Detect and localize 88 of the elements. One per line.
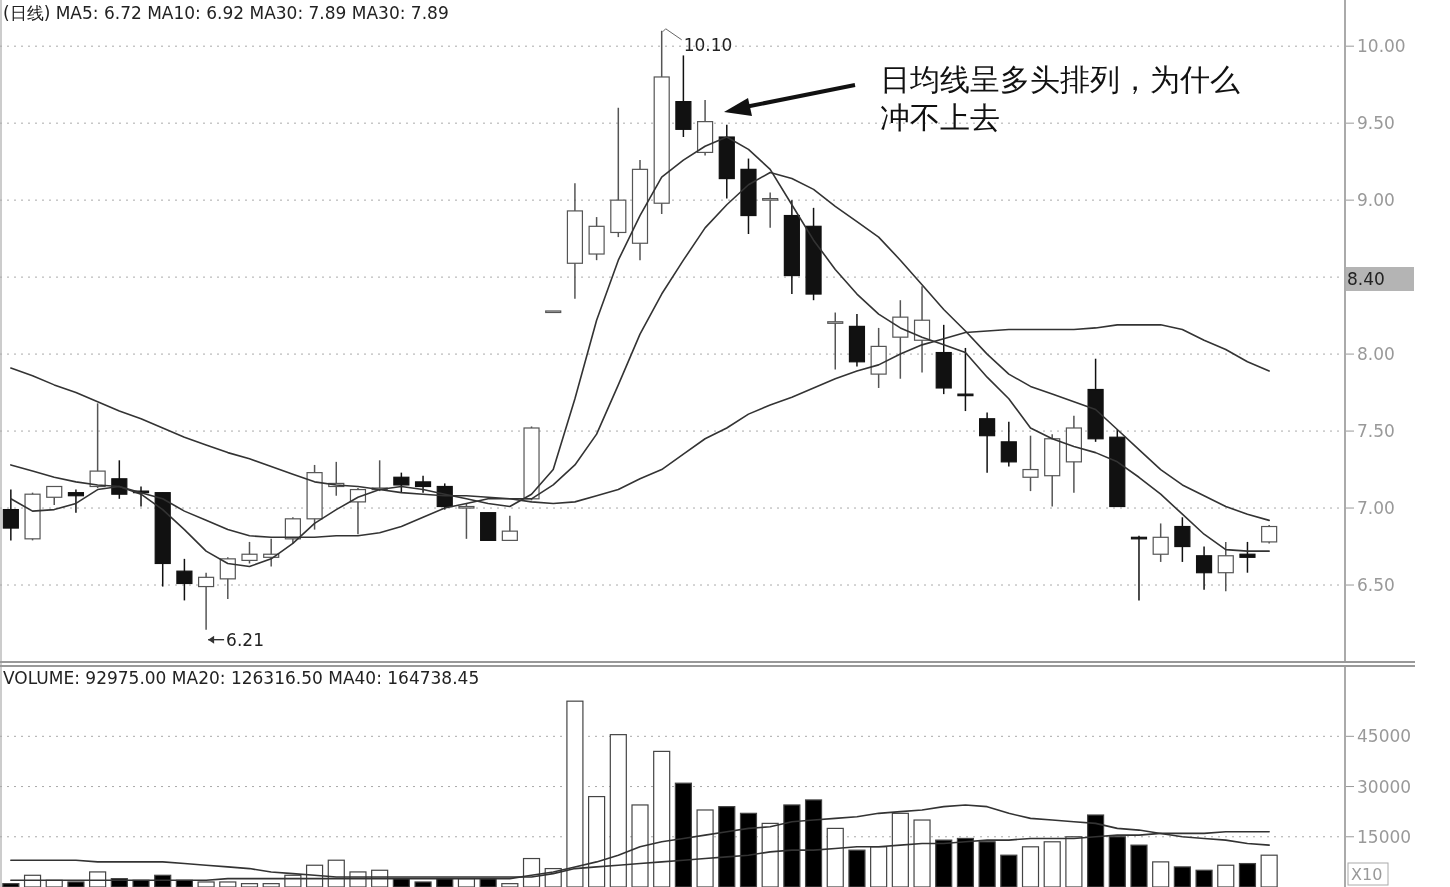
candlestick — [827, 311, 844, 371]
bar — [414, 881, 432, 887]
bar — [479, 878, 497, 887]
bar — [609, 734, 627, 887]
candlestick — [1195, 545, 1213, 591]
bar — [1260, 854, 1278, 887]
candlestick — [176, 558, 193, 602]
bar — [89, 871, 107, 887]
bar — [284, 874, 302, 887]
candlestick — [501, 514, 518, 542]
candlestick — [2, 488, 19, 542]
bar — [1152, 861, 1170, 887]
y-tick-label: 7.50 — [1357, 421, 1395, 442]
candlestick — [67, 488, 85, 514]
candlestick — [1152, 522, 1169, 563]
candlestick — [892, 299, 909, 380]
bar — [501, 883, 519, 887]
y-tick-label: 30000 — [1357, 776, 1412, 797]
bar — [1217, 864, 1235, 887]
bar — [891, 812, 909, 887]
candlestick — [1000, 421, 1017, 468]
bar — [848, 849, 866, 887]
y-tick-label: 8.00 — [1357, 344, 1395, 365]
candlestick — [284, 516, 301, 545]
candlestick — [219, 556, 236, 600]
candlestick — [458, 502, 475, 540]
candlestick — [1022, 434, 1039, 492]
bar — [1000, 854, 1018, 887]
bar — [913, 819, 931, 887]
annotation: 10.10 — [683, 34, 733, 55]
bar — [935, 839, 953, 887]
bar — [653, 750, 671, 887]
bar — [240, 883, 259, 887]
bar — [956, 837, 975, 887]
bar — [1065, 836, 1083, 887]
y-tick-label: 9.00 — [1357, 190, 1395, 211]
bar — [631, 804, 649, 887]
bar — [978, 841, 996, 887]
chart-title: VOLUME: 92975.00 MA20: 126316.50 MA40: 164738.45 — [3, 668, 480, 688]
bar — [219, 881, 237, 887]
bar — [674, 782, 692, 887]
bar — [739, 812, 758, 887]
bar — [1173, 866, 1191, 887]
candlestick — [1174, 516, 1191, 563]
bar — [696, 809, 714, 887]
bar — [826, 827, 844, 887]
candlestick — [198, 571, 215, 631]
candlestick — [762, 191, 779, 229]
bar — [1195, 869, 1213, 887]
candlestick — [89, 402, 106, 489]
y-tick-label: 15000 — [1357, 826, 1412, 847]
bar — [1130, 844, 1148, 887]
bar — [1238, 862, 1257, 887]
candlestick — [1217, 541, 1234, 592]
bar — [1043, 841, 1061, 887]
y-tick-label: 9.50 — [1357, 113, 1395, 134]
annotation: 6.21 — [226, 629, 264, 650]
bar — [197, 881, 215, 887]
bar — [718, 806, 736, 887]
candlestick — [1239, 541, 1256, 574]
bar — [588, 795, 606, 887]
candlestick — [241, 541, 258, 565]
y-tick-label: 7.00 — [1357, 498, 1395, 519]
candlestick — [349, 487, 367, 535]
bar — [761, 822, 779, 887]
candlestick — [393, 471, 410, 494]
bar — [1021, 846, 1040, 887]
bar — [566, 700, 584, 887]
bar — [1108, 836, 1126, 887]
chart-title: (日线) MA5: 6.72 MA10: 6.92 MA30: 7.89 MA30: 7.89 — [3, 3, 449, 23]
candlestick — [957, 347, 974, 412]
bar — [870, 846, 888, 887]
bar — [2, 883, 20, 887]
y-tick-label: 6.50 — [1357, 575, 1395, 596]
line-series — [10, 804, 1270, 882]
candlestick — [979, 411, 996, 474]
candlestick — [913, 285, 931, 374]
bar — [67, 881, 85, 887]
bar — [783, 804, 801, 887]
y-tick-label: 10.00 — [1357, 36, 1406, 57]
text: 8.40 — [1347, 269, 1385, 289]
text: X10 — [1351, 865, 1383, 884]
bar — [1086, 814, 1105, 887]
y-tick-label: 45000 — [1357, 726, 1412, 747]
bar — [262, 883, 280, 887]
candlestick — [46, 485, 63, 506]
bar — [804, 799, 823, 887]
annotation: 日均线呈多头排列，为什么冲不上去 — [880, 62, 1240, 135]
